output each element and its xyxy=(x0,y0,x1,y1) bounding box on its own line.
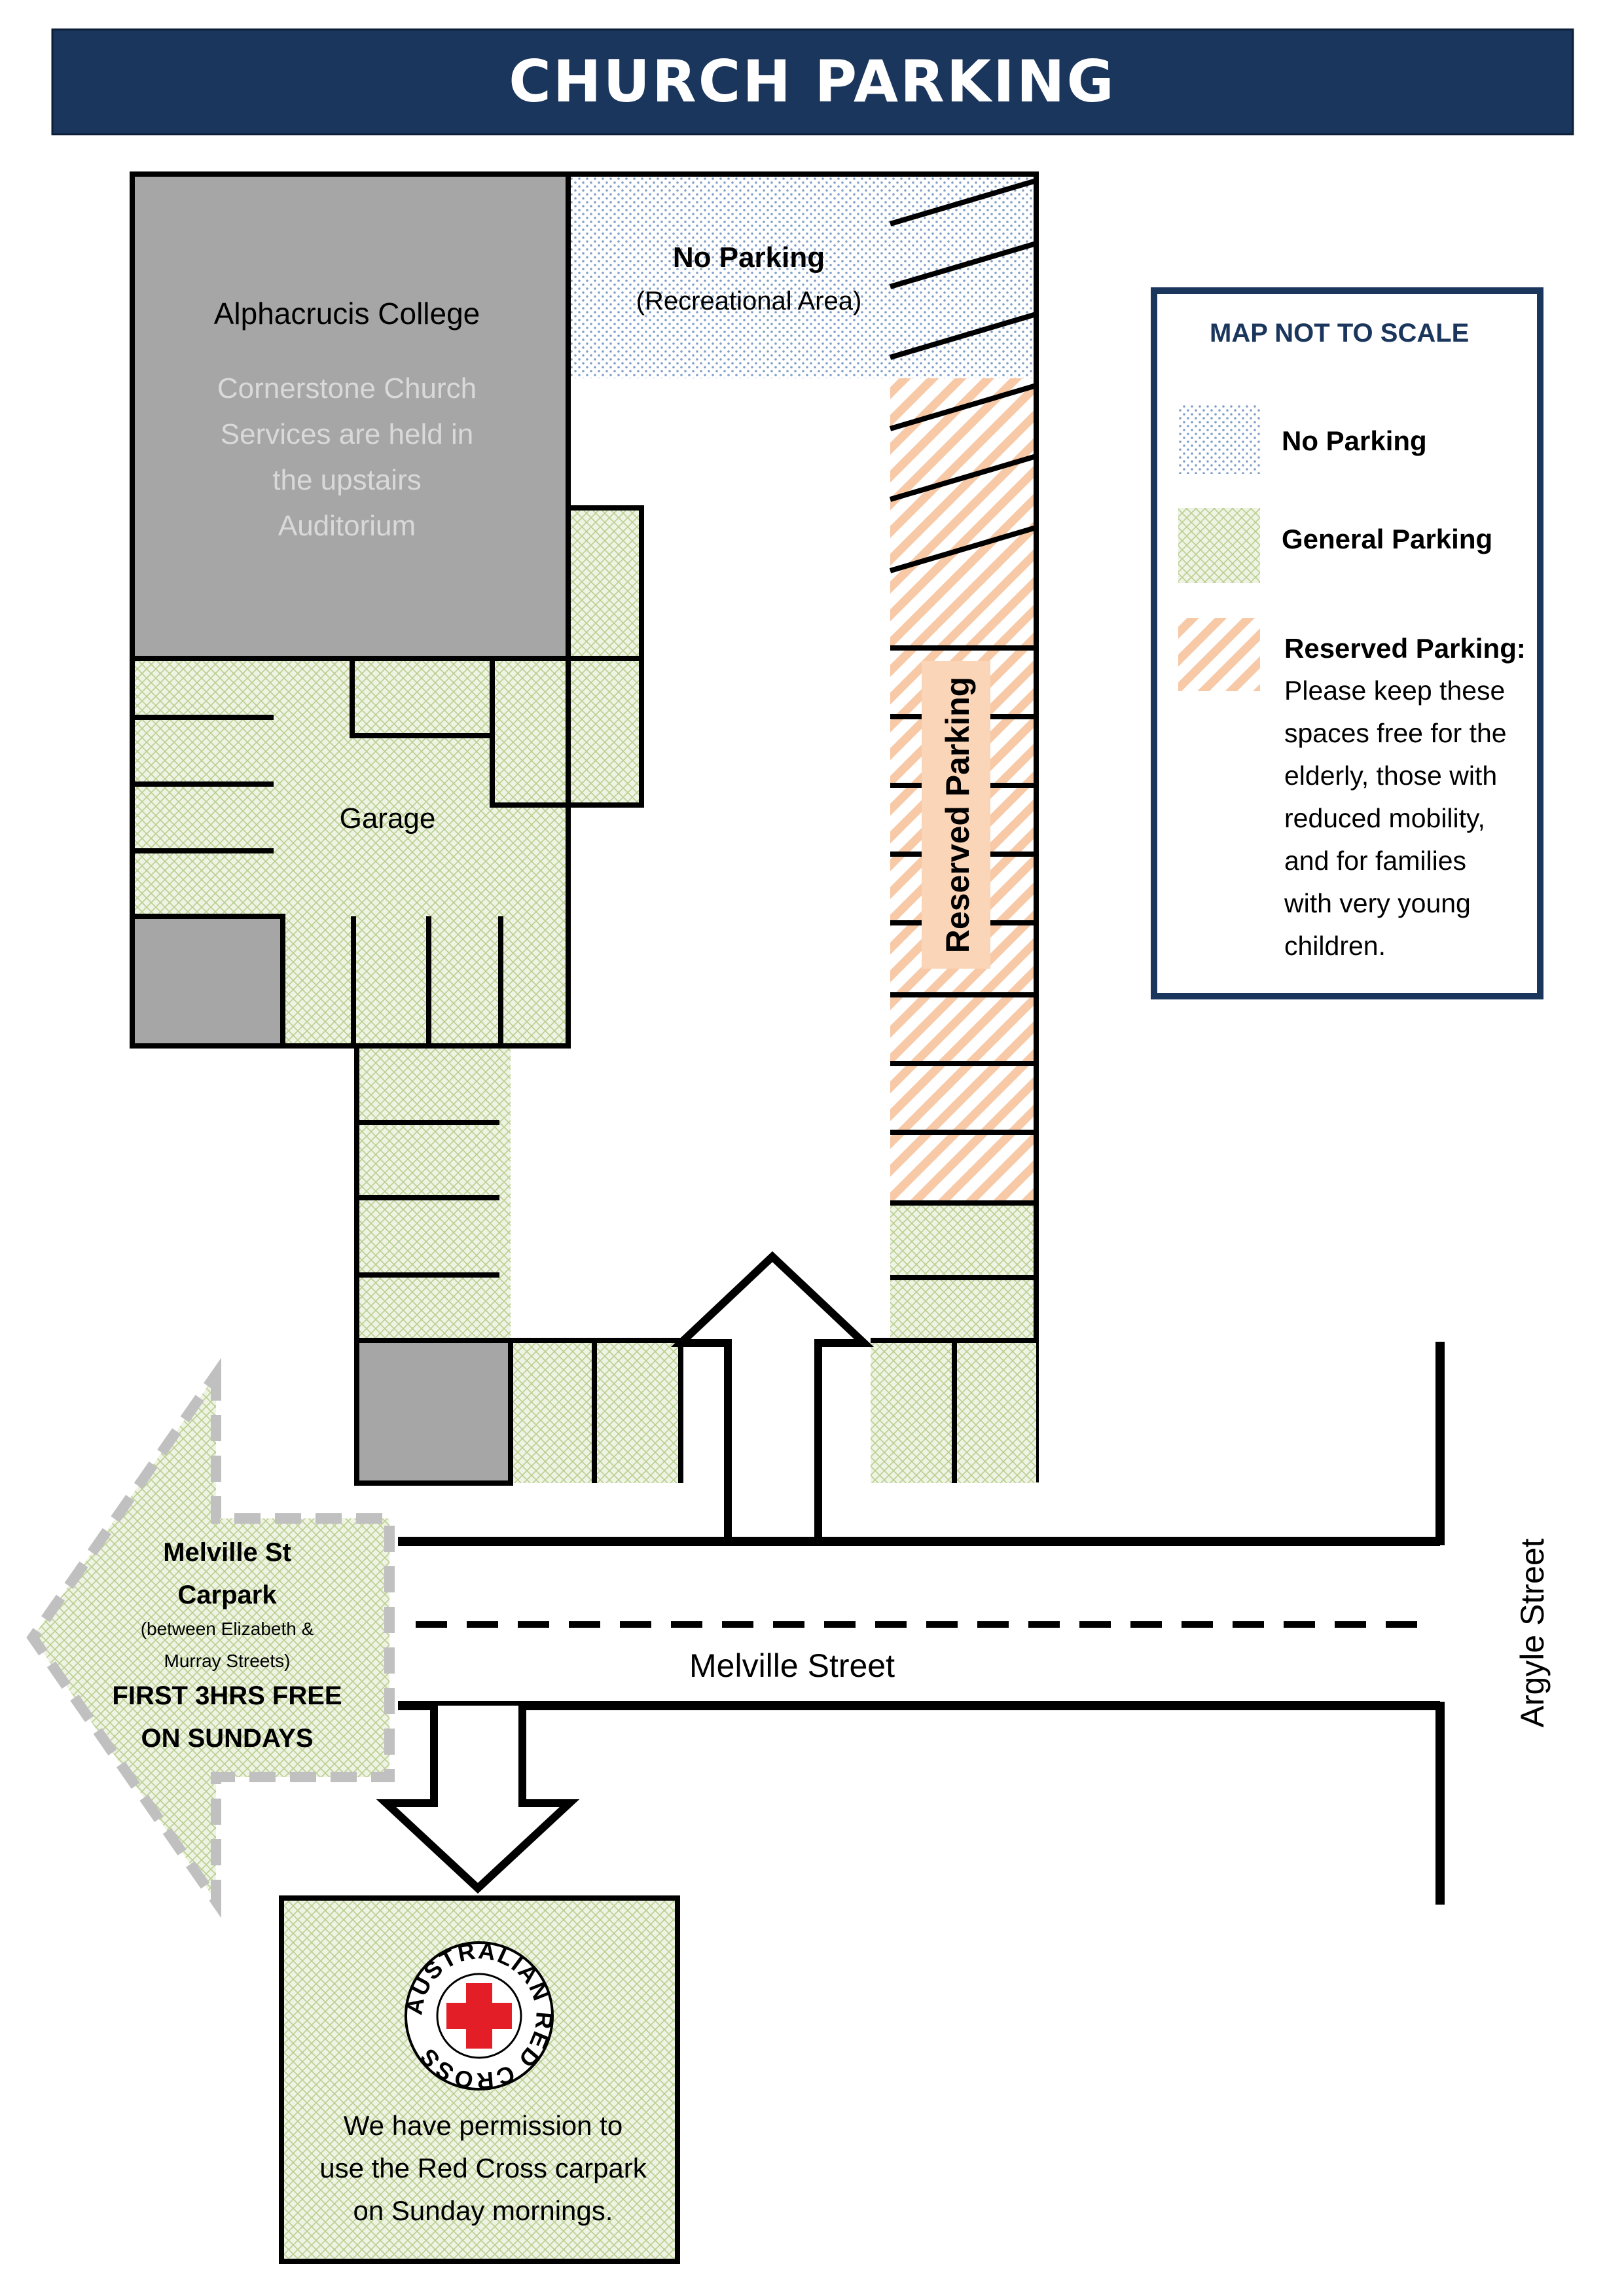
legend-reserved-title: Reserved Parking: xyxy=(1284,633,1526,664)
legend-reserved-line-2: spaces free for the xyxy=(1284,718,1507,748)
argyle-street-label: Argyle Street xyxy=(1514,1538,1551,1727)
melville-carpark-note-2: Murray Streets) xyxy=(164,1651,291,1671)
legend-reserved-line-5: and for families xyxy=(1284,846,1466,876)
red-cross-logo: AUSTRALIAN RED CROSS xyxy=(400,1937,556,2095)
legend-swatch-reserved xyxy=(1178,618,1260,691)
grey-block-left xyxy=(130,914,285,1049)
angled-space-lines xyxy=(889,178,1038,573)
no-parking-title: No Parking xyxy=(673,242,825,274)
red-cross-arrow xyxy=(376,1706,580,1894)
melville-street-label: Melville Street xyxy=(689,1647,895,1684)
legend-reserved-line-3: elderly, those with xyxy=(1284,761,1497,791)
red-cross-line-3: on Sunday mornings. xyxy=(353,2195,613,2226)
melville-carpark-arrow xyxy=(26,1357,395,1918)
red-cross-line-2: use the Red Cross carpark xyxy=(319,2153,647,2183)
general-parking-right-strip xyxy=(890,1203,1036,1340)
legend-swatch-no-parking xyxy=(1178,404,1260,474)
garage-space-lines xyxy=(130,505,1036,1483)
no-parking-subtitle: (Recreational Area) xyxy=(636,287,862,315)
legend-reserved-line-7: children. xyxy=(1284,931,1386,961)
reserved-label-box xyxy=(922,661,990,969)
grey-block-bottom xyxy=(354,1338,513,1486)
entrance-arrow xyxy=(670,1251,875,1545)
melville-carpark-note-1: (between Elizabeth & xyxy=(141,1619,314,1639)
melville-carpark-line-2: Carpark xyxy=(177,1581,277,1609)
legend-reserved-line-6: with very young xyxy=(1284,888,1471,918)
garage-label: Garage xyxy=(340,802,436,834)
header-banner xyxy=(51,28,1574,135)
church-line-2: Services are held in xyxy=(221,418,473,450)
melville-carpark-offer-2: ON SUNDAYS xyxy=(141,1724,313,1753)
church-line-4: Auditorium xyxy=(278,510,416,542)
legend-no-parking: No Parking xyxy=(1282,425,1427,456)
church-line-3: the upstairs xyxy=(272,464,421,496)
reserved-space-lines xyxy=(890,645,1036,1280)
no-parking-area xyxy=(568,174,1036,378)
lot-outline-right xyxy=(568,171,1039,1482)
legend-reserved-line-1: Please keep these xyxy=(1284,675,1505,706)
melville-carpark-line-1: Melville St xyxy=(163,1538,291,1567)
reserved-parking-label: Reserved Parking xyxy=(939,677,976,953)
church-line-1: Cornerstone Church xyxy=(217,372,477,404)
legend-general-parking: General Parking xyxy=(1282,524,1492,554)
melville-carpark-offer-1: FIRST 3HRS FREE xyxy=(112,1681,342,1710)
page-title: CHURCH PARKING xyxy=(509,48,1115,115)
red-cross-line-1: We have permission to xyxy=(344,2110,623,2141)
legend-swatch-general xyxy=(1178,508,1260,583)
college-building xyxy=(130,171,571,661)
legend-reserved-line-4: reduced mobility, xyxy=(1284,803,1485,833)
legend-title: MAP NOT TO SCALE xyxy=(1210,319,1469,348)
college-name: Alphacrucis College xyxy=(214,296,480,331)
